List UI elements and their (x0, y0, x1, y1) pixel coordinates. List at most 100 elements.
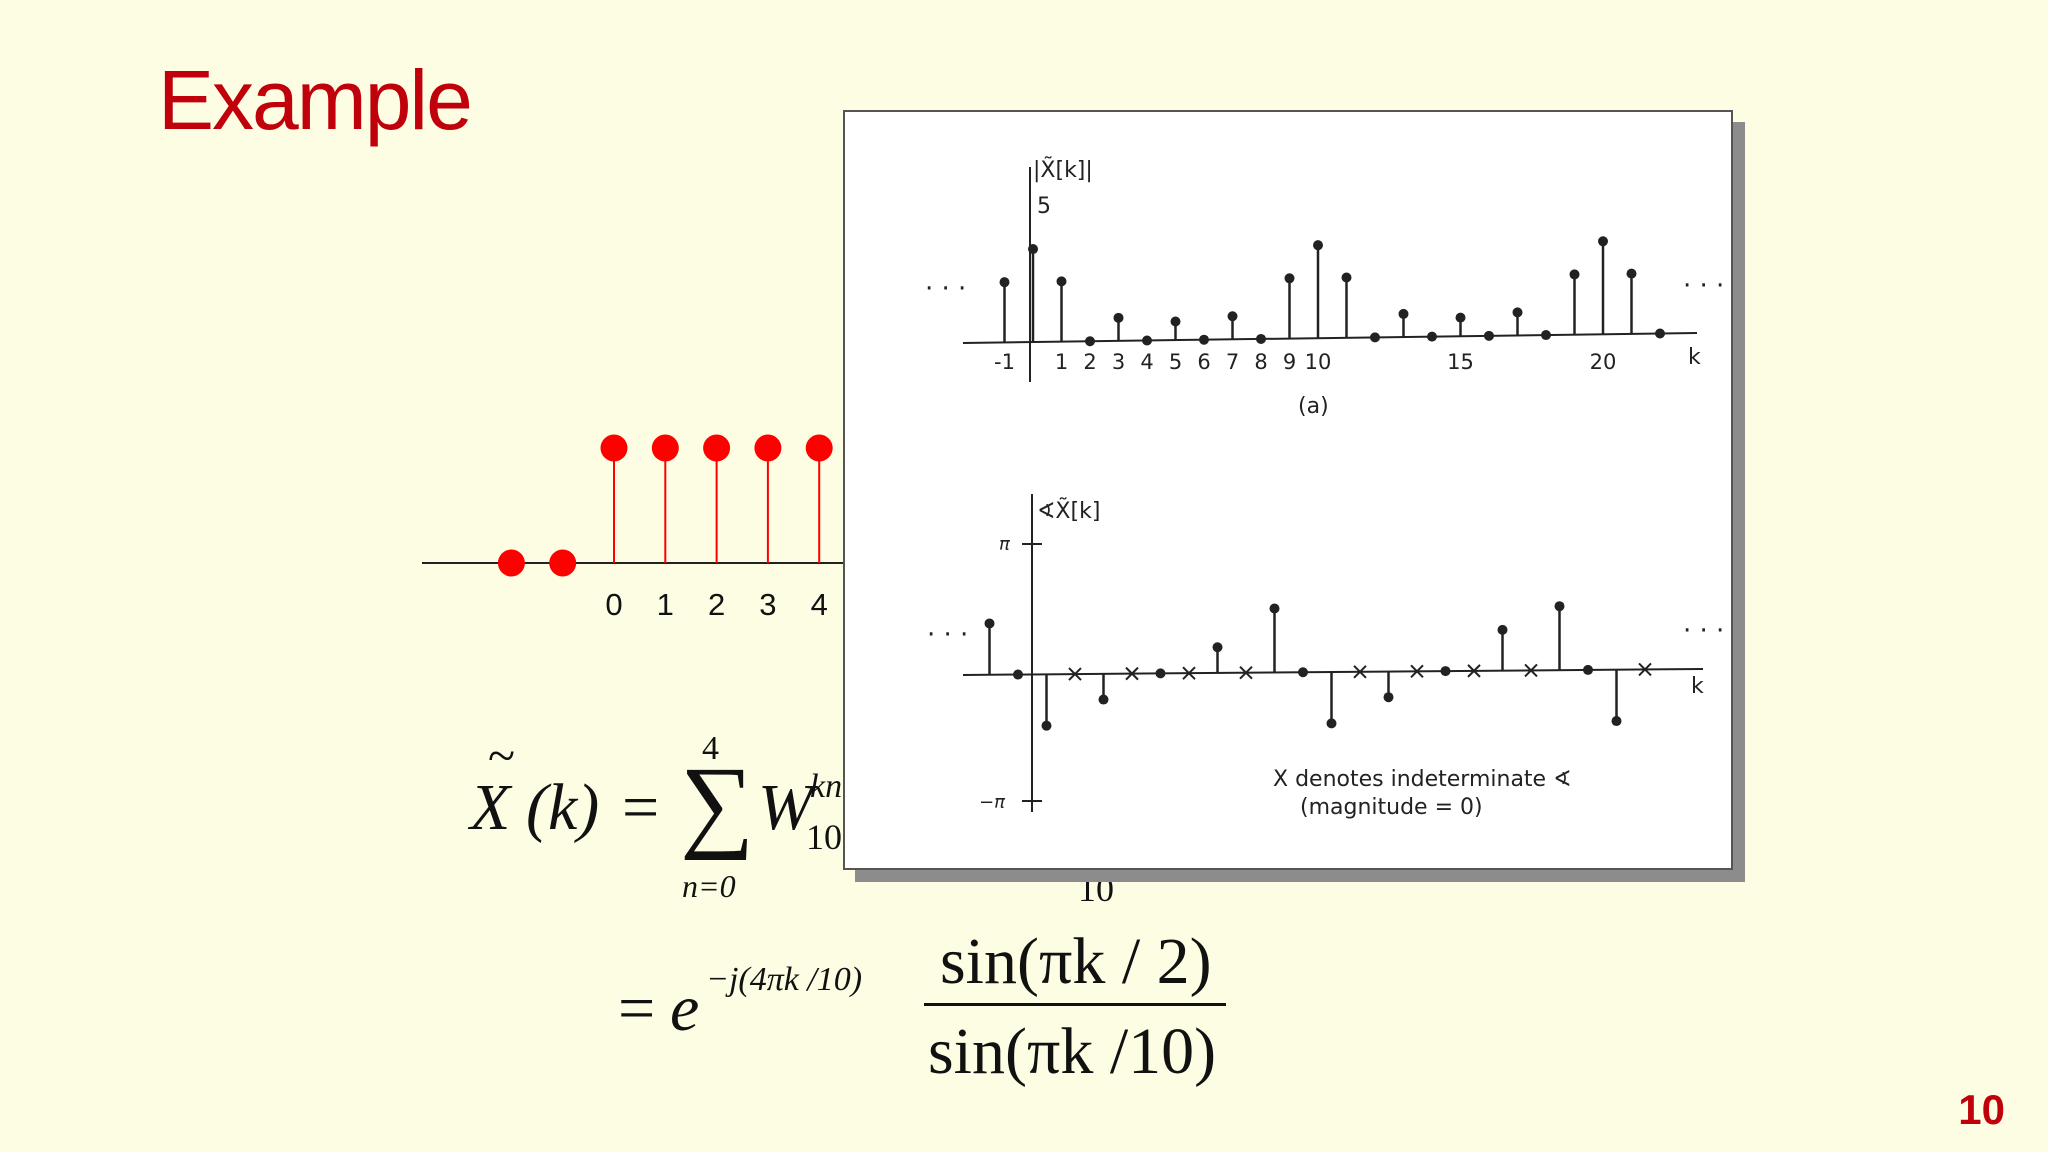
phase-marker (1155, 668, 1166, 679)
phase-indeterminate-mark (1239, 665, 1253, 680)
phase-marker (1440, 666, 1451, 677)
term-superscript: kn (810, 768, 843, 805)
term-subscript: 10 (806, 817, 842, 857)
magnitude-marker (1484, 330, 1494, 341)
hidden-subscript: 10 (1078, 869, 1114, 909)
phase-marker (1611, 716, 1622, 727)
magnitude-tick-label: 7 (1226, 350, 1239, 374)
sum-upper-limit: 4 (702, 730, 719, 767)
stem-tick-label: 2 (708, 587, 725, 622)
stem-marker (651, 434, 679, 462)
magnitude-marker (1085, 336, 1095, 347)
magnitude-tick-label: -1 (994, 350, 1015, 374)
magnitude-marker (1056, 276, 1067, 287)
page-number: 10 (1958, 1086, 2005, 1133)
equation-line-1: ~ X (k) = 4 ∑ n=0 W 10 kn (470, 727, 860, 910)
equation-line-2: = e −j(4πk /10) sin(πk / 2) sin(πk /10) (618, 915, 1238, 1105)
magnitude-tick-label: 4 (1140, 350, 1153, 374)
top-panel-x-axis (962, 332, 1698, 344)
phase-indeterminate-mark (1125, 666, 1139, 681)
stem-marker (805, 434, 833, 462)
bottom-panel-right-ellipsis: · · · (1683, 616, 1724, 646)
lhs-base: X (470, 771, 511, 844)
magnitude-marker (1370, 332, 1380, 343)
magnitude-marker (1626, 268, 1637, 279)
fraction-numerator: sin(πk / 2) (940, 925, 1212, 998)
stem-marker (703, 434, 731, 462)
exp-superscript: −j(4πk /10) (706, 961, 863, 998)
magnitude-tick-label: 1 (1055, 350, 1068, 374)
lhs-argument: (k) (526, 771, 600, 844)
phase-indeterminate-mark (1524, 663, 1538, 678)
fraction-bar (924, 1003, 1226, 1006)
magnitude-tick-label: 10 (1305, 350, 1332, 374)
phase-marker (1013, 669, 1023, 680)
phase-marker (1212, 642, 1223, 653)
phase-marker (984, 618, 995, 629)
magnitude-marker (1028, 244, 1038, 255)
phase-indeterminate-mark (1410, 664, 1424, 679)
magnitude-marker (1170, 316, 1181, 327)
stem-marker (549, 549, 577, 577)
slide-title: Example (158, 53, 473, 147)
phase-indeterminate-mark (1353, 665, 1367, 679)
equals-sign-2: = (618, 972, 656, 1045)
magnitude-marker (1398, 308, 1409, 319)
top-panel-peak-label: 5 (1037, 194, 1051, 219)
magnitude-tick-label: 20 (1590, 350, 1617, 374)
phase-indeterminate-mark (1467, 664, 1481, 678)
term-base: W (758, 771, 813, 844)
magnitude-marker (1512, 307, 1523, 318)
magnitude-tick-label: 5 (1169, 350, 1182, 374)
phase-marker (1583, 664, 1593, 675)
magnitude-marker (1655, 328, 1665, 339)
magnitude-tick-label: 15 (1447, 350, 1474, 374)
fraction-denominator: sin(πk /10) (928, 1015, 1217, 1088)
magnitude-tick-label: 9 (1283, 350, 1296, 374)
top-panel-right-ellipsis: · · · (1683, 271, 1724, 301)
magnitude-marker (1227, 311, 1238, 322)
neg-pi-label: −π (979, 792, 1006, 813)
phase-marker (1326, 718, 1337, 729)
magnitude-marker (999, 277, 1010, 288)
bottom-panel-left-ellipsis: · · · (927, 620, 968, 650)
top-panel-caption: (a) (1298, 394, 1329, 419)
stem-marker (497, 549, 525, 577)
phase-marker (1497, 624, 1508, 635)
exp-base: e (670, 972, 700, 1045)
stem-marker (754, 434, 782, 462)
indeterminate-note-line-2: (magnitude = 0) (1300, 795, 1483, 820)
phase-indeterminate-mark (1638, 662, 1652, 677)
magnitude-tick-label: 2 (1083, 350, 1096, 374)
indeterminate-note-line-1: X denotes indeterminate ∢ (1273, 767, 1572, 792)
phase-marker (1041, 720, 1052, 731)
sigma-symbol: ∑ (680, 746, 755, 861)
magnitude-marker (1455, 312, 1466, 323)
stem-tick-label: 3 (759, 587, 776, 622)
magnitude-tick-label: 3 (1112, 350, 1125, 374)
stem-tick-label: 1 (657, 587, 674, 622)
stem-marker (600, 434, 628, 462)
lhs-tilde: ~ (488, 727, 516, 783)
magnitude-marker (1427, 331, 1437, 342)
phase-marker (1298, 667, 1308, 678)
dft-figure-svg: -1 1 2 3 4 5 6 7 8 9 10 15 20 |X̃[k]| 5 k (a) · · · … (925, 157, 1724, 820)
stem-tick-label: 4 (811, 587, 828, 622)
bottom-panel-ylabel: ∢X̃[k] (1037, 498, 1100, 524)
phase-marker (1269, 603, 1280, 614)
magnitude-marker (1341, 272, 1352, 283)
magnitude-marker (1142, 335, 1152, 346)
stem-tick-label: 0 (605, 587, 622, 622)
phase-marker (1554, 601, 1565, 612)
magnitude-tick-label: 8 (1254, 350, 1267, 374)
magnitude-marker (1284, 273, 1295, 284)
magnitude-tick-label: 6 (1197, 350, 1210, 374)
magnitude-marker (1313, 240, 1323, 251)
magnitude-marker (1199, 334, 1209, 345)
sum-lower-limit: n=0 (682, 868, 736, 904)
equals-sign: = (622, 771, 660, 844)
pi-label: π (999, 534, 1011, 555)
top-panel-left-ellipsis: · · · (925, 274, 966, 304)
bottom-panel-x-axis (962, 668, 1704, 676)
